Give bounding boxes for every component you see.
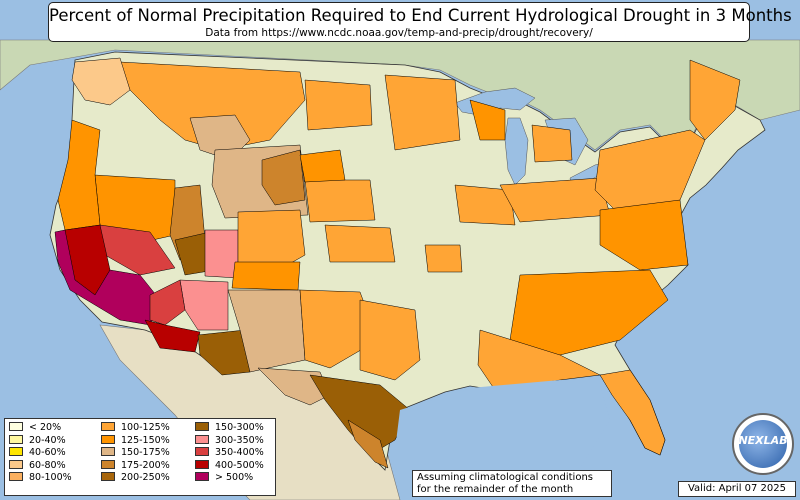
region-new-mexico-south: [197, 329, 251, 376]
legend: < 20% 20-40% 40-60% 60-80% 80-100% 100-1…: [4, 418, 276, 496]
region-new-mexico-east: [227, 289, 306, 373]
region-arizona-border: [144, 319, 201, 353]
legend-item: 200-250%: [101, 472, 170, 484]
region-mid-atlantic: [599, 199, 689, 271]
legend-column-2: 100-125% 125-150% 150-175% 175-200% 200-…: [101, 422, 170, 485]
legend-label: 100-125%: [121, 422, 170, 433]
legend-swatch: [9, 459, 23, 469]
region-texas-east: [359, 299, 421, 381]
legend-label: < 20%: [29, 422, 62, 433]
legend-label: 40-60%: [29, 447, 66, 459]
region-wyoming-dark: [261, 149, 306, 206]
legend-swatch: [101, 472, 115, 482]
legend-label: 150-175%: [121, 447, 170, 459]
legend-swatch: [195, 422, 209, 431]
map-title: Percent of Normal Precipitation Required…: [49, 6, 792, 25]
region-minnesota: [384, 74, 461, 151]
title-box: Percent of Normal Precipitation Required…: [48, 2, 792, 42]
nexlab-logo: NEXLAB: [732, 413, 794, 475]
map-subtitle: Data from https://www.ncdc.noaa.gov/temp…: [205, 27, 593, 39]
legend-label: 60-80%: [29, 459, 66, 471]
legend-swatch: [101, 434, 115, 444]
logo-text: NEXLAB: [738, 434, 788, 447]
region-kansas-south: [324, 224, 396, 263]
legend-label: 300-350%: [215, 434, 264, 446]
legend-item: 60-80%: [9, 459, 72, 472]
legend-item: < 20%: [9, 422, 72, 434]
region-california-north: [57, 119, 101, 231]
legend-swatch: [9, 472, 23, 482]
region-new-mexico-north: [204, 229, 239, 279]
region-texas-plains: [299, 289, 379, 369]
legend-label: 350-400%: [215, 447, 264, 459]
legend-label: 150-300%: [215, 422, 264, 433]
region-missouri: [424, 244, 463, 273]
region-dakotas: [304, 79, 373, 131]
globe-icon: [739, 420, 787, 468]
region-wisconsin: [469, 99, 506, 141]
legend-swatch: [195, 434, 209, 444]
legend-swatch: [9, 422, 23, 431]
region-florida: [599, 369, 666, 456]
legend-column-1: < 20% 20-40% 40-60% 60-80% 80-100%: [9, 422, 72, 485]
legend-item: 125-150%: [101, 434, 170, 447]
legend-item: 150-300%: [195, 422, 264, 434]
valid-date: Valid: April 07 2025: [678, 481, 796, 497]
legend-item: 175-200%: [101, 459, 170, 472]
legend-swatch: [9, 447, 23, 457]
legend-swatch: [195, 472, 209, 482]
legend-swatch: [9, 434, 23, 444]
legend-item: > 500%: [195, 472, 264, 484]
region-michigan: [531, 124, 573, 163]
legend-item: 350-400%: [195, 447, 264, 459]
legend-label: 80-100%: [29, 472, 72, 484]
legend-swatch: [101, 422, 115, 431]
legend-item: 80-100%: [9, 472, 72, 484]
legend-item: 40-60%: [9, 447, 72, 459]
legend-swatch: [101, 459, 115, 469]
region-arizona-central: [149, 279, 186, 326]
legend-column-3: 150-300% 300-350% 350-400% 400-500% > 50…: [195, 422, 264, 485]
region-ohio-valley: [499, 177, 611, 223]
region-iowa: [454, 184, 516, 226]
legend-swatch: [195, 447, 209, 457]
legend-swatch: [101, 447, 115, 457]
region-central-texas: [309, 374, 411, 456]
region-nebraska: [299, 149, 346, 183]
legend-item: 100-125%: [101, 422, 170, 434]
region-oregon-coast: [71, 57, 131, 106]
legend-swatch: [195, 459, 209, 469]
legend-label: 125-150%: [121, 434, 170, 446]
legend-label: 20-40%: [29, 434, 66, 446]
legend-item: 300-350%: [195, 434, 264, 447]
legend-label: 200-250%: [121, 472, 170, 484]
legend-label: 400-500%: [215, 459, 264, 471]
legend-label: 175-200%: [121, 459, 170, 471]
region-south-texas: [347, 419, 389, 469]
legend-item: 400-500%: [195, 459, 264, 472]
legend-label: > 500%: [215, 472, 254, 484]
assumption-note: Assuming climatological conditions for t…: [412, 470, 612, 497]
region-southeast: [509, 269, 669, 361]
lake-michigan: [504, 117, 529, 186]
note-line-1: Assuming climatological conditions: [417, 472, 593, 483]
region-colorado-east: [231, 261, 301, 291]
region-kansas: [304, 179, 376, 223]
legend-item: 150-175%: [101, 447, 170, 459]
note-line-2: for the remainder of the month: [417, 483, 574, 495]
legend-item: 20-40%: [9, 434, 72, 447]
region-new-england: [689, 59, 741, 141]
